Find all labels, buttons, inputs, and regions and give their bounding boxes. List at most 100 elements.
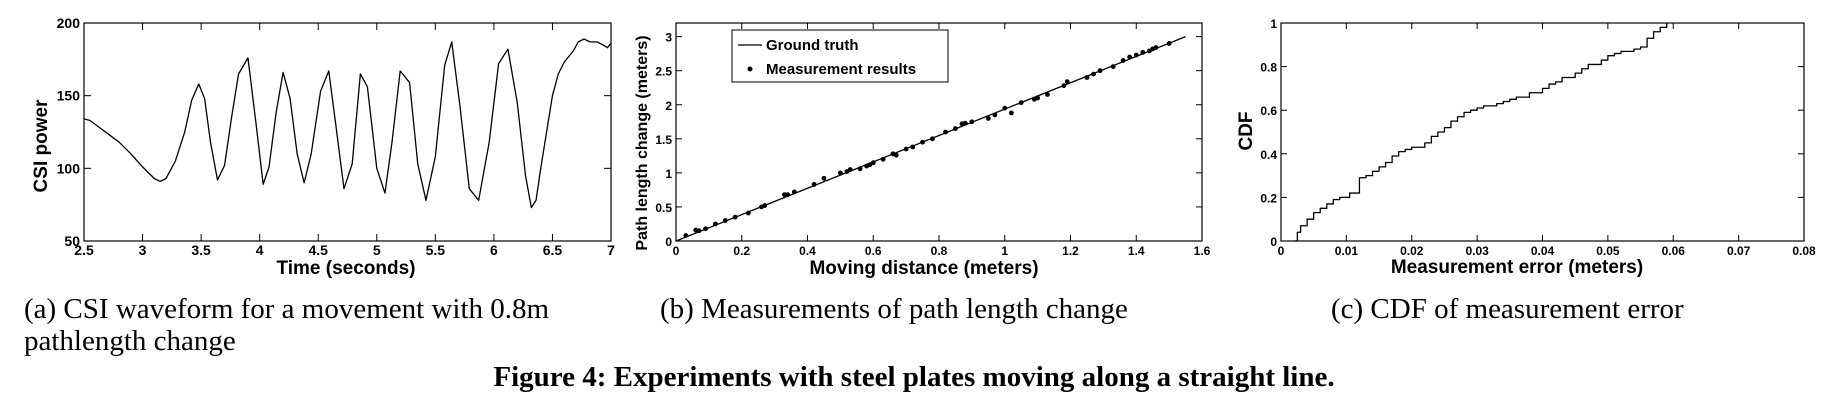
chart-c-ytick-label: 0.6: [1260, 104, 1277, 118]
chart-b-point: [722, 218, 728, 223]
chart-c-ytick-label: 0.4: [1260, 148, 1277, 162]
chart-b-legend: [731, 29, 949, 83]
chart-a-ytick-label: 100: [57, 160, 81, 176]
chart-c-xlabel: Measurement error (meters): [1391, 257, 1643, 278]
chart-b-point: [920, 139, 925, 145]
chart-b-point: [732, 214, 738, 220]
chart-c-series-line: [1294, 23, 1668, 242]
chart-c-ylabel: CDF: [1236, 111, 1257, 150]
chart-b-point: [791, 189, 797, 195]
chart-b-point: [969, 119, 975, 125]
chart-b-point: [870, 160, 876, 166]
chart-b-point: [782, 192, 787, 198]
chart-b-point: [1045, 92, 1050, 97]
chart-a-xtick-label: 3.5: [191, 242, 211, 258]
chart-b-xtick-label: 0.8: [931, 244, 948, 258]
chart-b-point: [1133, 52, 1139, 58]
chart-b-point: [1097, 68, 1103, 74]
chart-b-xtick-label: 1: [1001, 244, 1008, 258]
chart-b-point: [943, 129, 948, 135]
chart-a-xtick-label: 3: [139, 242, 147, 258]
caption-a-line1: (a) CSI waveform for a movement with 0.8…: [24, 293, 550, 325]
chart-a-xtick-label: 5.5: [426, 242, 446, 258]
figure-caption: Figure 4: Experiments with steel plates …: [493, 361, 1334, 393]
chart-b: Moving distance (meters) Path length cha…: [634, 22, 1211, 279]
chart-b-point: [1018, 100, 1024, 106]
chart-b-point: [811, 182, 817, 187]
chart-b-xtick-label: 0.2: [733, 244, 750, 258]
chart-a-xtick-label: 4: [256, 242, 264, 258]
chart-b-point: [785, 192, 791, 198]
chart-a-xtick-label: 7: [607, 242, 615, 258]
chart-b-point: [903, 146, 909, 152]
chart-c-ytick-label: 1: [1270, 17, 1277, 31]
chart-b-ytick-label: 0.5: [655, 201, 672, 215]
chart-b-point: [910, 144, 916, 150]
chart-b-point: [1091, 71, 1096, 77]
chart-b-ytick-label: 0: [665, 235, 672, 249]
chart-b-ytick-label: 1: [665, 167, 672, 181]
chart-c-xtick-label: 0.08: [1792, 244, 1816, 258]
chart-c-ytick-label: 0.2: [1260, 191, 1277, 205]
chart-a-ylabel: CSI power: [31, 99, 52, 193]
chart-b-ylabel: Path length change (meters): [634, 35, 651, 250]
chart-b-xtick-label: 1.4: [1128, 244, 1145, 258]
chart-b-point: [930, 136, 935, 142]
chart-c-xtick-label: 0.04: [1531, 244, 1555, 258]
chart-a-xtick-label: 6.5: [543, 242, 563, 258]
chart-b-point: [762, 203, 768, 208]
chart-b-point: [703, 226, 708, 232]
chart-a-ytick-label: 150: [57, 88, 81, 104]
chart-b-legend-entry: Ground truth: [766, 37, 858, 54]
chart-c: Measurement error (meters) CDF 0 0.01 0.02…: [1236, 17, 1816, 278]
chart-b-point: [683, 233, 689, 238]
chart-b-legend-entry: Measurement results: [766, 61, 916, 78]
chart-a-xtick-label: 2.5: [74, 242, 94, 258]
chart-b-point: [962, 120, 968, 126]
chart-b-point: [857, 166, 863, 172]
chart-c-xtick-label: 0.05: [1596, 244, 1620, 258]
chart-c-xtick-label: 0.01: [1335, 244, 1359, 258]
chart-a-xtick-label: 4.5: [308, 242, 328, 258]
chart-a-ytick-label: 200: [57, 15, 81, 31]
chart-b-point: [1002, 105, 1008, 111]
chart-b-point: [1035, 95, 1041, 101]
chart-b-point: [1061, 83, 1067, 89]
chart-a-xtick-label: 6: [490, 242, 498, 258]
chart-b-xtick-label: 1.6: [1194, 244, 1211, 258]
chart-b-point: [1120, 58, 1126, 63]
chart-c-xtick-label: 0.07: [1727, 244, 1751, 258]
chart-b-point: [1166, 41, 1172, 46]
chart-b-xtick-label: 0.6: [865, 244, 882, 258]
chart-a-xlabel: Time (seconds): [276, 258, 415, 279]
chart-b-point: [985, 115, 991, 121]
chart-b-point: [1064, 79, 1070, 84]
chart-c-frame: [1280, 22, 1805, 242]
chart-b-point: [1127, 54, 1133, 60]
caption-c: (c) CDF of measurement error: [1331, 293, 1684, 325]
chart-c-ytick-label: 0: [1270, 235, 1277, 249]
chart-b-point: [821, 175, 827, 181]
chart-b-point: [696, 228, 702, 234]
chart-b-point: [847, 167, 853, 172]
chart-b-ytick-label: 2.5: [655, 65, 672, 79]
chart-a-ytick-label: 50: [64, 233, 80, 249]
chart-b-legend-dot-swatch: [747, 66, 753, 72]
chart-b-point: [1140, 49, 1146, 55]
chart-b-xtick-label: 0: [673, 244, 680, 258]
chart-a-xtick-label: 5: [373, 242, 381, 258]
chart-a-frame: [83, 22, 612, 242]
chart-b-xlabel: Moving distance (meters): [809, 258, 1038, 279]
caption-a-line2: pathlength change: [24, 325, 236, 357]
chart-b-xtick-label: 1.2: [1062, 244, 1079, 258]
chart-b-ytick-label: 2: [665, 99, 672, 113]
chart-c-xtick-label: 0.06: [1662, 244, 1686, 258]
chart-c-xtick-label: 0.02: [1400, 244, 1424, 258]
chart-b-point: [1084, 75, 1090, 80]
chart-c-xtick-label: 0: [1278, 244, 1285, 258]
chart-b-point: [880, 156, 886, 162]
caption-b: (b) Measurements of path length change: [660, 293, 1128, 325]
chart-b-ytick-label: 3: [665, 31, 672, 45]
chart-b-point: [992, 112, 998, 118]
